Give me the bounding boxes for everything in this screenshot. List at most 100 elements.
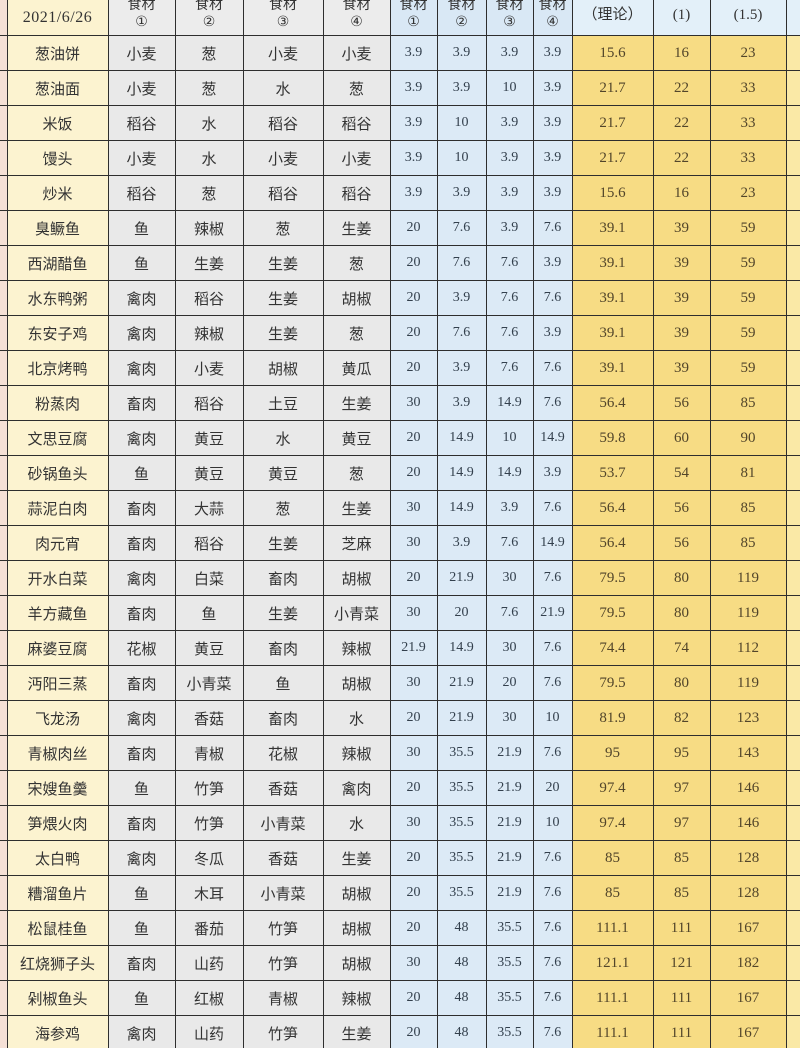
- value-2-cell: 14.9: [436, 455, 487, 491]
- circled-3-icon: ③: [276, 13, 290, 30]
- value-3-cell: 21.9: [485, 770, 534, 806]
- value-3-cell: 35.5: [485, 1015, 534, 1048]
- dish-name-cell: 蒜泥白肉: [6, 490, 109, 526]
- ingredient-4-cell: 辣椒: [322, 980, 391, 1016]
- serving-1-5-cell: 23: [709, 175, 787, 211]
- ingredient-3-cell: 生姜: [242, 315, 324, 351]
- ingredient-2-cell: 辣椒: [174, 315, 244, 351]
- ingredient-1-cell: 畜肉: [107, 595, 176, 631]
- serving-1-cell: 39: [652, 315, 711, 351]
- theory-total-cell: 21.7: [571, 140, 654, 176]
- table-row: 太白鸭 禽肉 冬瓜 香菇 生姜 20 35.5 21.9 7.6 85 85 1…: [0, 840, 800, 876]
- theory-total-cell: 39.1: [571, 280, 654, 316]
- value-3-cell: 35.5: [485, 945, 534, 981]
- ingredient-1-cell: 鱼: [107, 910, 176, 946]
- value-4-cell: 7.6: [532, 665, 573, 701]
- serving-1-5-cell: 146: [709, 805, 787, 841]
- ingredient-4-cell: 生姜: [322, 385, 391, 421]
- ingredient-3-cell: 生姜: [242, 525, 324, 561]
- serving-1-cell: 60: [652, 420, 711, 456]
- value-1-cell: 21.9: [389, 630, 438, 666]
- value-4-cell: 3.9: [532, 105, 573, 141]
- value-2-cell: 3.9: [436, 525, 487, 561]
- table-row: 糟溜鱼片 鱼 木耳 小青菜 胡椒 20 35.5 21.9 7.6 85 85 …: [0, 875, 800, 911]
- theory-total-cell: 111.1: [571, 980, 654, 1016]
- serving-1-cell: 85: [652, 875, 711, 911]
- value-4-cell: 7.6: [532, 840, 573, 876]
- left-edge-cell: [0, 315, 8, 351]
- ingredient-3-cell: 水: [242, 420, 324, 456]
- serving-1-cell: 39: [652, 280, 711, 316]
- left-edge-cell: [0, 245, 8, 281]
- value-3-cell: 21.9: [485, 840, 534, 876]
- dish-name-cell: 羊方藏鱼: [6, 595, 109, 631]
- value-3-header-cell: 食材 ③: [485, 0, 534, 36]
- ingredient-4-cell: 生姜: [322, 490, 391, 526]
- ingredient-3-cell: 生姜: [242, 245, 324, 281]
- theory-total-cell: 53.7: [571, 455, 654, 491]
- ingredient-2-cell: 辣椒: [174, 210, 244, 246]
- serving-1-5-cell: 59: [709, 315, 787, 351]
- ingredient-3-cell: 葱: [242, 490, 324, 526]
- value-2-cell: 3.9: [436, 175, 487, 211]
- value-4-cell: 3.9: [532, 315, 573, 351]
- ingredient-3-header-cell: 食材 ③: [242, 0, 324, 36]
- ingredient-2-cell: 大蒜: [174, 490, 244, 526]
- serving-1-cell: 97: [652, 770, 711, 806]
- ingredient-2-cell: 黄豆: [174, 420, 244, 456]
- value-4-cell: 7.6: [532, 945, 573, 981]
- ingredient-3-cell: 小青菜: [242, 805, 324, 841]
- value-3-cell: 3.9: [485, 490, 534, 526]
- ingredient-header-label: 食材: [342, 0, 371, 13]
- right-edge-cell: [785, 630, 800, 666]
- value-2-cell: 14.9: [436, 490, 487, 526]
- theory-total-cell: 39.1: [571, 210, 654, 246]
- value-1-cell: 3.9: [389, 70, 438, 106]
- ingredient-1-cell: 禽肉: [107, 840, 176, 876]
- ingredient-3-cell: 葱: [242, 210, 324, 246]
- ingredient-1-cell: 禽肉: [107, 1015, 176, 1048]
- left-edge-cell: [0, 840, 8, 876]
- ingredient-4-cell: 水: [322, 700, 391, 736]
- dish-name-cell: 北京烤鸭: [6, 350, 109, 386]
- value-2-cell: 10: [436, 140, 487, 176]
- serving-1-cell: 54: [652, 455, 711, 491]
- theory-total-cell: 15.6: [571, 35, 654, 71]
- ingredient-1-cell: 小麦: [107, 70, 176, 106]
- serving-1-cell: 85: [652, 840, 711, 876]
- value-4-cell: 14.9: [532, 420, 573, 456]
- value-2-cell: 20: [436, 595, 487, 631]
- value-3-cell: 10: [485, 70, 534, 106]
- ingredient-2-cell: 冬瓜: [174, 840, 244, 876]
- ingredient-2-cell: 青椒: [174, 735, 244, 771]
- value-1-cell: 3.9: [389, 140, 438, 176]
- dish-name-cell: 沔阳三蒸: [6, 665, 109, 701]
- ingredient-3-cell: 畜肉: [242, 700, 324, 736]
- value-2-cell: 7.6: [436, 245, 487, 281]
- right-edge-cell: [785, 945, 800, 981]
- ingredient-1-header-cell: 食材 ①: [107, 0, 176, 36]
- value-1-cell: 3.9: [389, 35, 438, 71]
- ingredient-3-cell: 竹笋: [242, 910, 324, 946]
- serving-1-5-cell: 23: [709, 35, 787, 71]
- value-1-cell: 30: [389, 735, 438, 771]
- theory-total-cell: 85: [571, 875, 654, 911]
- left-edge-cell: [0, 385, 8, 421]
- theory-total-cell: 21.7: [571, 105, 654, 141]
- serving-1-5-header-cell: (1.5): [709, 0, 787, 36]
- left-edge-cell: [0, 280, 8, 316]
- table-row: 宋嫂鱼羹 鱼 竹笋 香菇 禽肉 20 35.5 21.9 20 97.4 97 …: [0, 770, 800, 806]
- ingredient-2-cell: 小麦: [174, 350, 244, 386]
- ingredient-2-cell: 稻谷: [174, 280, 244, 316]
- serving-1-5-cell: 182: [709, 945, 787, 981]
- theory-total-cell: 97.4: [571, 770, 654, 806]
- ingredient-1-cell: 畜肉: [107, 945, 176, 981]
- ingredient-2-cell: 稻谷: [174, 385, 244, 421]
- left-edge-cell: [0, 70, 8, 106]
- value-2-cell: 35.5: [436, 805, 487, 841]
- dish-name-cell: 文思豆腐: [6, 420, 109, 456]
- ingredient-2-cell: 番茄: [174, 910, 244, 946]
- dish-name-cell: 臭鳜鱼: [6, 210, 109, 246]
